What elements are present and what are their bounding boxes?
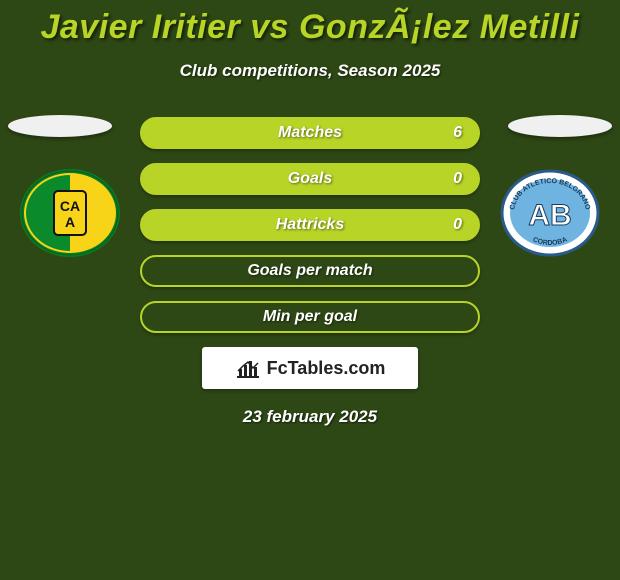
brand-label: FcTables.com	[267, 358, 386, 379]
subtitle: Club competitions, Season 2025	[0, 61, 620, 81]
stat-value-right: 0	[453, 216, 462, 234]
stat-row-min-per-goal: Min per goal	[140, 301, 480, 333]
stat-row-hattricks: Hattricks 0	[140, 209, 480, 241]
stats-list: Matches 6 Goals 0 Hattricks 0 Goals per …	[140, 117, 480, 333]
comparison-content: CA A AB CLUB ATLETICO BELGRANO CORDOBA M…	[0, 117, 620, 427]
stat-label: Goals	[288, 170, 332, 188]
stat-row-goals-per-match: Goals per match	[140, 255, 480, 287]
svg-text:AB: AB	[528, 199, 571, 232]
stat-value-right: 0	[453, 170, 462, 188]
left-club-logo: CA A	[20, 169, 120, 257]
stat-label: Matches	[278, 124, 342, 142]
brand-box: FcTables.com	[202, 347, 418, 389]
stat-row-matches: Matches 6	[140, 117, 480, 149]
right-player-photo-placeholder	[508, 115, 612, 137]
stat-value-right: 6	[453, 124, 462, 142]
stat-label: Hattricks	[276, 216, 344, 234]
svg-text:CA: CA	[60, 198, 80, 214]
left-player-photo-placeholder	[8, 115, 112, 137]
right-club-logo: AB CLUB ATLETICO BELGRANO CORDOBA	[500, 169, 600, 257]
stat-label: Min per goal	[263, 308, 357, 326]
svg-text:A: A	[65, 214, 75, 230]
stat-row-goals: Goals 0	[140, 163, 480, 195]
bar-chart-icon	[235, 357, 261, 379]
date-label: 23 february 2025	[0, 407, 620, 427]
page-title: Javier Iritier vs GonzÃ¡lez Metilli	[0, 0, 620, 47]
stat-label: Goals per match	[247, 262, 372, 280]
